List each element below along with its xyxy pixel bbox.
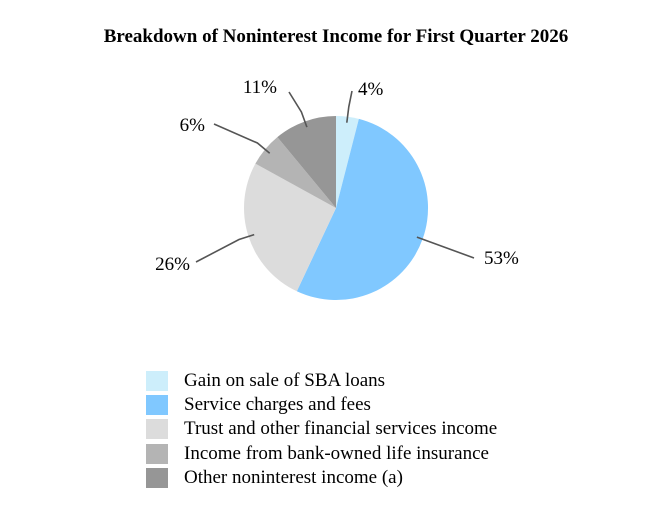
legend-label: Gain on sale of SBA loans [184,370,386,392]
pie-slices [244,116,429,301]
pie-slice-2 [296,118,429,301]
pie-slice-5 [277,116,336,208]
pie-slice-3 [244,163,336,292]
slice-label-4: 6% [180,115,206,136]
legend-label: Service charges and fees [184,394,371,416]
leader-line-1 [346,90,353,123]
legend-swatch [146,467,168,488]
legend-item: Other noninterest income (a) [146,466,497,490]
legend-label: Income from bank-owned life insurance [184,442,489,464]
chart-title: Breakdown of Noninterest Income for Firs… [103,26,569,47]
legend-item: Trust and other financial services incom… [146,417,497,441]
leader-line-5 [288,91,308,128]
legend-item: Service charges and fees [146,393,497,417]
legend-swatch [146,443,168,464]
legend: Gain on sale of SBA loans Service charges… [146,369,497,490]
legend-swatch [146,395,168,416]
slice-label-5: 11% [243,77,277,98]
legend-label: Other noninterest income (a) [184,466,403,488]
leader-line-4 [213,123,271,154]
pie-slice-1 [336,116,359,208]
leader-line-2 [416,236,475,259]
legend-item: Gain on sale of SBA loans [146,369,497,393]
leader-lines [195,90,475,263]
legend-swatch [146,371,168,392]
legend-item: Income from bank-owned life insurance [146,442,497,466]
slice-label-3: 26% [155,254,190,275]
legend-swatch [146,419,168,440]
slice-label-2: 53% [484,248,519,269]
leader-line-3 [195,233,255,263]
legend-label: Trust and other financial services incom… [184,418,498,440]
pie-slice-4 [255,137,336,208]
slice-label-1: 4% [358,79,384,100]
slice-labels: 4% 53% 26% 6% 11% [155,77,519,275]
pie-chart: 4% 53% 26% 6% 11% [155,77,519,301]
